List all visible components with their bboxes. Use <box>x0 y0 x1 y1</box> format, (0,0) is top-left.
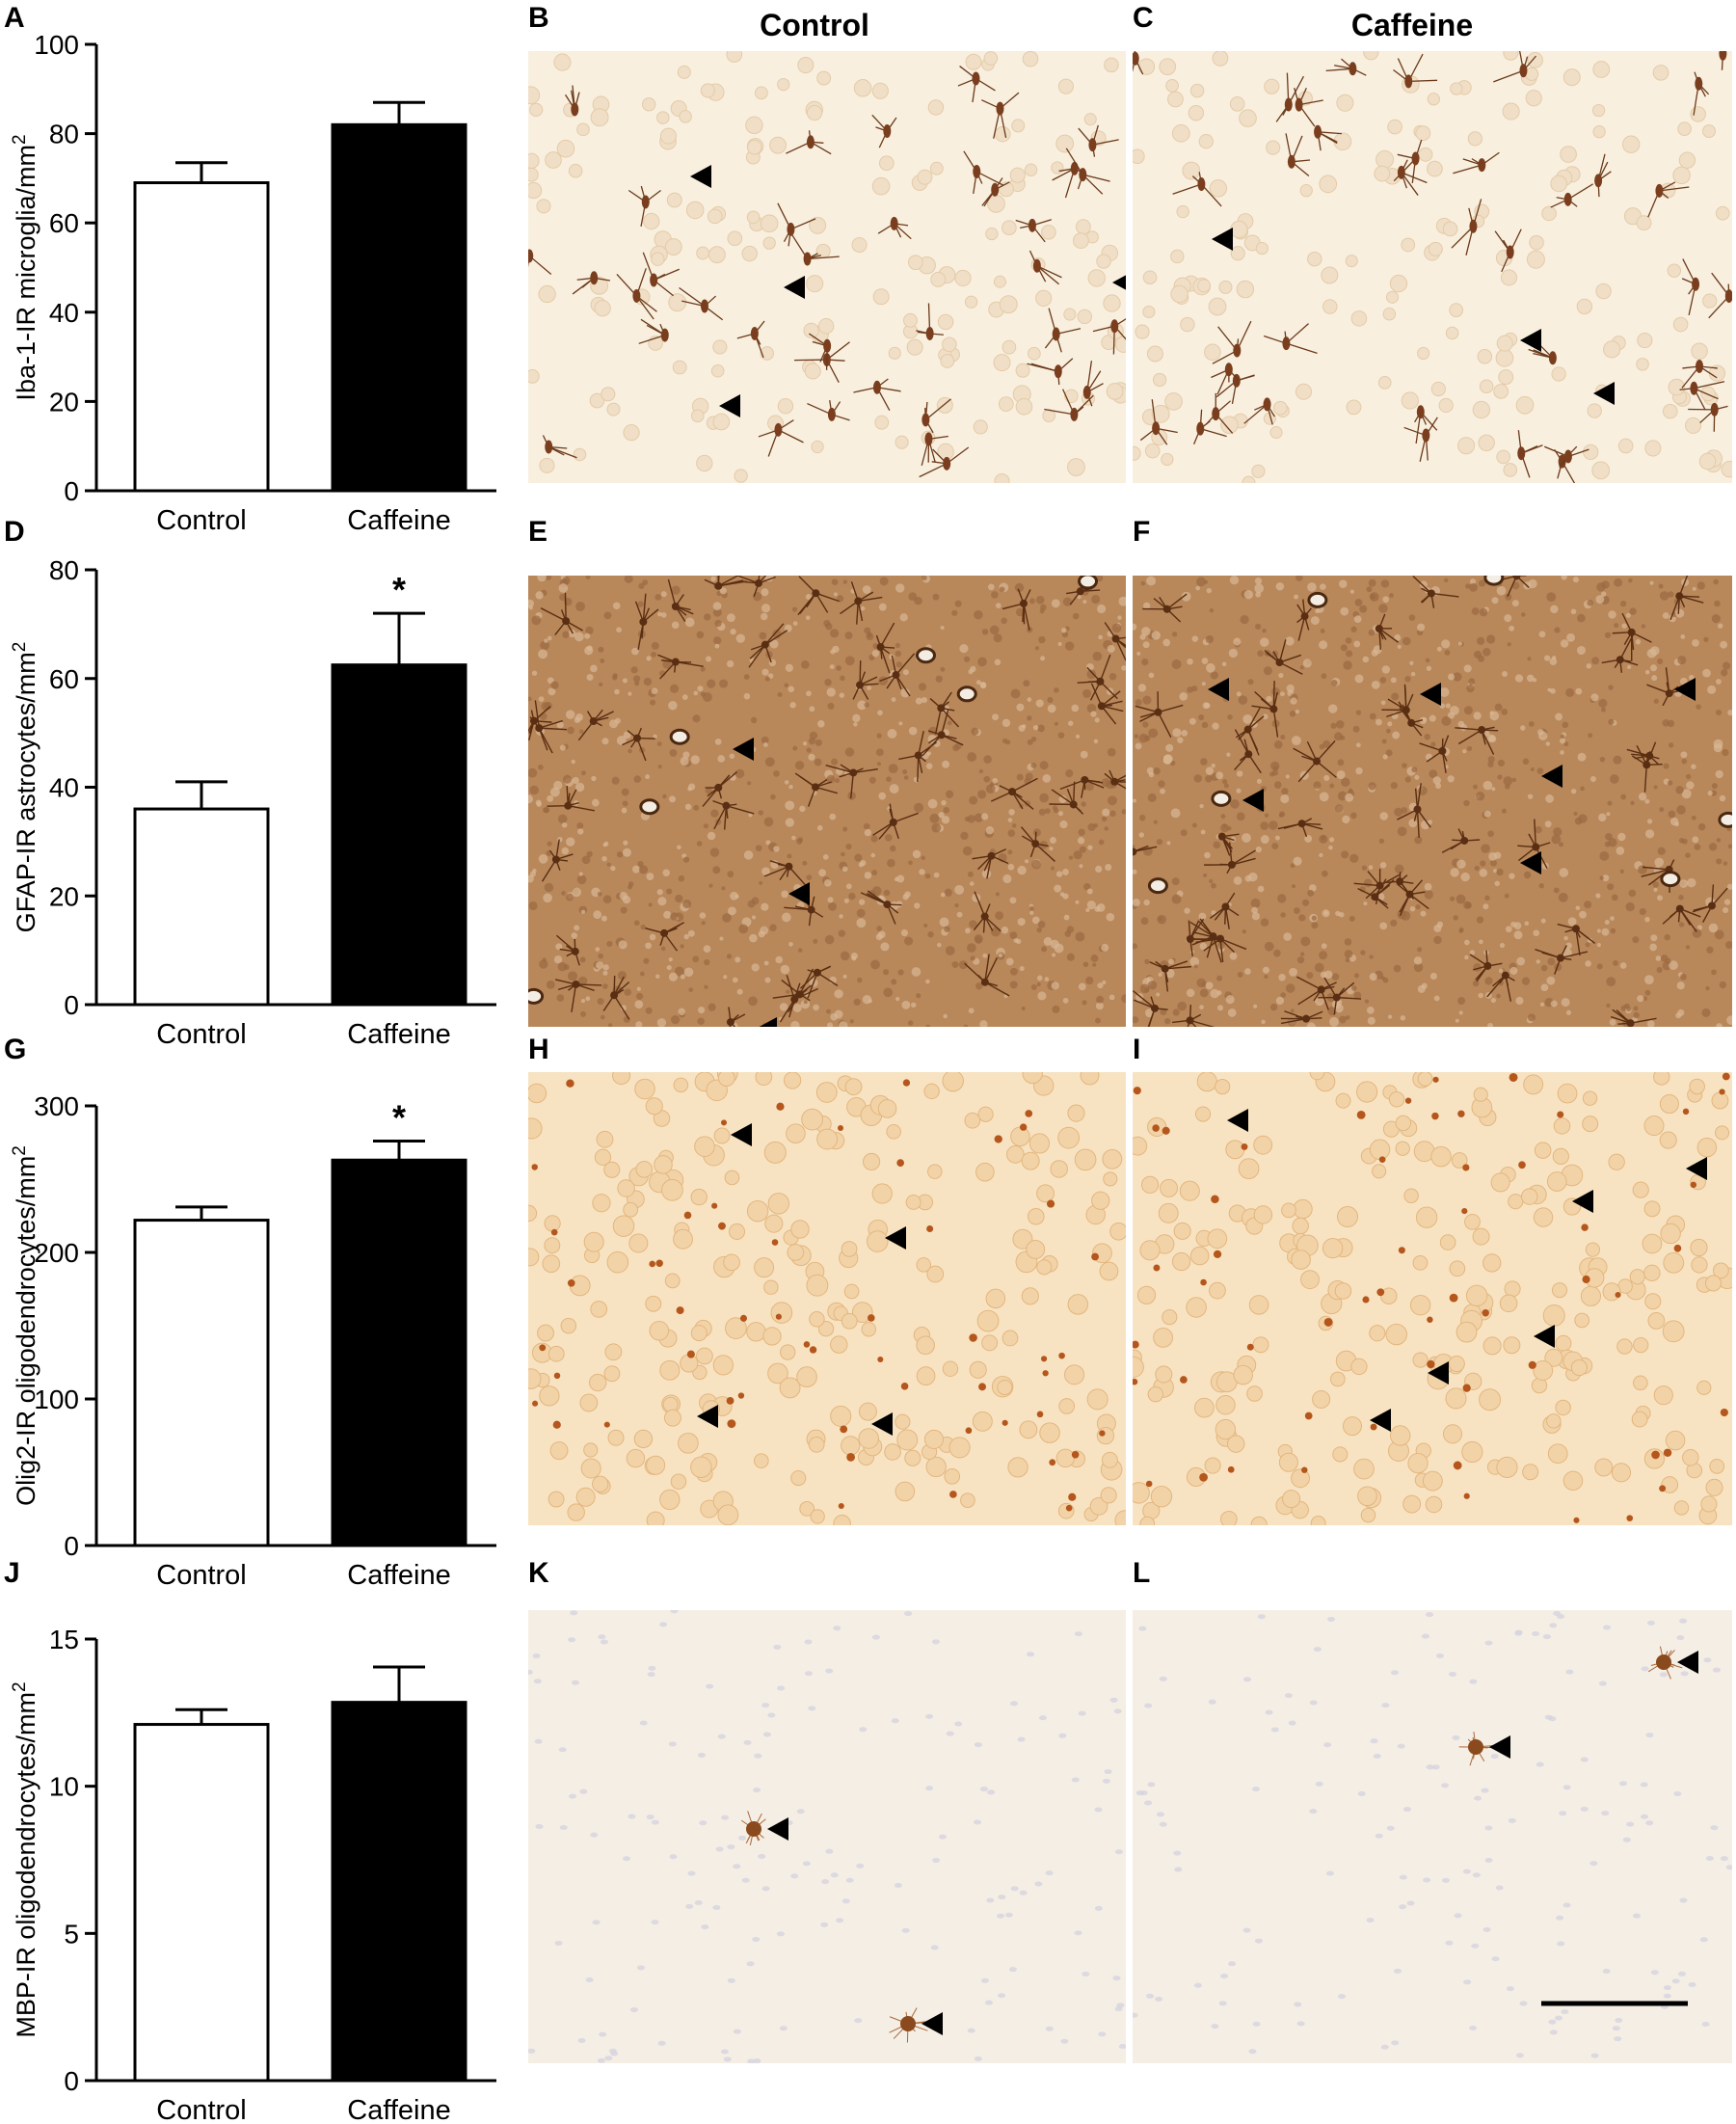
bar-caffeine <box>331 1158 467 1547</box>
bar-chart-olig2: 0 100 200 300 Olig2-IR oligodendrocytes/mm2 C… <box>10 1091 496 1591</box>
micrograph-control-astrocytes <box>528 576 1126 1027</box>
micrograph-control-olig2 <box>528 1072 1126 1525</box>
panel-letter-l: L <box>1133 1557 1151 1589</box>
arrowhead-marker <box>1520 329 1541 352</box>
panel-letter-d: D <box>4 516 25 548</box>
y-tick-label: 300 <box>34 1091 79 1121</box>
arrowhead-marker <box>1227 1109 1248 1132</box>
panel-letter-e: E <box>528 516 548 548</box>
x-tick-label: Caffeine <box>347 505 451 536</box>
y-tick-label: 20 <box>49 881 79 911</box>
panel-letter-a: A <box>4 2 25 34</box>
bar-chart-mbp: 0 5 10 15 MBP-IR oligodendrocytes/mm2 Control… <box>10 1625 496 2124</box>
micrograph-caffeine-olig2 <box>1133 1072 1732 1525</box>
panel-letter-k: K <box>528 1557 549 1589</box>
y-tick-label: 20 <box>49 387 79 417</box>
arrowhead-marker <box>1208 678 1229 701</box>
arrowhead-marker <box>731 1123 752 1146</box>
bar-chart-gfap: 0 20 40 60 80 GFAP-IR astrocytes/mm2 Control Ca… <box>10 555 496 1050</box>
y-tick-label: 80 <box>49 555 79 585</box>
x-tick-label: Caffeine <box>347 1019 451 1050</box>
bar-control <box>133 1219 270 1547</box>
y-tick-label: 40 <box>49 298 79 328</box>
arrowhead-marker <box>1593 382 1615 405</box>
y-tick-label: 200 <box>34 1238 79 1268</box>
x-tick-label: Control <box>156 2095 247 2124</box>
y-axis-label: MBP-IR oligodendrocytes/mm2 <box>10 1681 40 2037</box>
arrowhead-marker <box>1520 851 1541 874</box>
y-tick-label: 10 <box>49 1772 79 1802</box>
arrowhead-marker <box>788 882 810 905</box>
arrowhead-marker <box>1242 789 1264 812</box>
arrowhead-marker <box>885 1226 906 1250</box>
micrograph-control-mbp <box>528 1610 1126 2063</box>
micrograph-caffeine-microglia <box>1133 51 1732 483</box>
bar-control <box>133 1723 270 2083</box>
column-title-control: Control <box>760 8 869 42</box>
bar-chart-iba1: 0 20 40 60 80 100 Iba-1-IR microglia/mm2 Contro… <box>10 30 496 536</box>
arrowhead-marker <box>921 2012 943 2035</box>
panel-letter-i: I <box>1133 1034 1141 1065</box>
significance-marker: * <box>392 1097 406 1137</box>
bar-control <box>133 181 270 493</box>
x-tick-label: Control <box>156 505 247 536</box>
arrowhead-marker <box>759 1017 777 1027</box>
arrowhead-marker <box>690 165 711 188</box>
y-tick-label: 60 <box>49 208 79 238</box>
y-axis-label: GFAP-IR astrocytes/mm2 <box>10 642 40 933</box>
arrowhead-marker <box>1420 683 1441 706</box>
arrowhead-marker <box>1112 275 1126 290</box>
x-tick-label: Caffeine <box>347 1560 451 1591</box>
bar-caffeine <box>331 663 467 1007</box>
arrowhead-marker <box>1489 1735 1510 1759</box>
column-title-caffeine: Caffeine <box>1350 8 1474 42</box>
panel-letter-j: J <box>4 1557 20 1589</box>
panel-letter-c: C <box>1133 2 1154 34</box>
micrograph-control-microglia <box>528 51 1126 483</box>
y-tick-label: 0 <box>64 1531 79 1561</box>
y-tick-label: 40 <box>49 773 79 803</box>
x-tick-label: Caffeine <box>347 2095 451 2124</box>
arrowhead-marker <box>719 394 740 417</box>
arrowhead-marker <box>1212 228 1233 251</box>
arrowhead-marker <box>1534 1325 1555 1348</box>
y-axis-label: Iba-1-IR microglia/mm2 <box>10 134 40 400</box>
y-tick-label: 15 <box>49 1625 79 1654</box>
panel-letter-f: F <box>1133 516 1151 548</box>
y-axis-label: Olig2-IR oligodendrocytes/mm2 <box>10 1145 40 1506</box>
x-tick-label: Control <box>156 1560 247 1591</box>
y-tick-label: 100 <box>34 30 79 60</box>
bar-caffeine <box>331 122 467 493</box>
arrowhead-marker <box>1686 1157 1707 1180</box>
x-tick-label: Control <box>156 1019 247 1050</box>
arrowhead-marker <box>1370 1409 1391 1432</box>
significance-marker: * <box>392 570 406 609</box>
arrowhead-marker <box>1541 765 1562 788</box>
y-tick-label: 0 <box>64 476 79 506</box>
bar-caffeine <box>331 1701 467 2083</box>
micrograph-caffeine-astrocytes <box>1133 576 1732 1027</box>
arrowhead-marker <box>1677 1651 1698 1674</box>
arrowhead-marker <box>871 1412 893 1436</box>
y-tick-label: 0 <box>64 990 79 1020</box>
y-tick-label: 5 <box>64 1919 79 1949</box>
arrowhead-marker <box>784 276 805 299</box>
y-tick-label: 80 <box>49 120 79 149</box>
arrowhead-marker <box>1572 1190 1593 1213</box>
arrowhead-marker <box>733 738 754 761</box>
panel-letter-b: B <box>528 2 549 34</box>
panel-letter-h: H <box>528 1034 549 1065</box>
arrowhead-marker <box>697 1405 718 1428</box>
arrowhead-marker <box>1428 1361 1449 1385</box>
arrowhead-marker <box>767 1817 788 1841</box>
y-tick-label: 60 <box>49 664 79 694</box>
panel-letter-g: G <box>4 1034 27 1065</box>
arrowhead-marker <box>1674 678 1696 701</box>
y-tick-label: 0 <box>64 2066 79 2096</box>
y-tick-label: 100 <box>34 1385 79 1414</box>
micrograph-caffeine-mbp <box>1133 1610 1732 2063</box>
bar-control <box>133 807 270 1007</box>
